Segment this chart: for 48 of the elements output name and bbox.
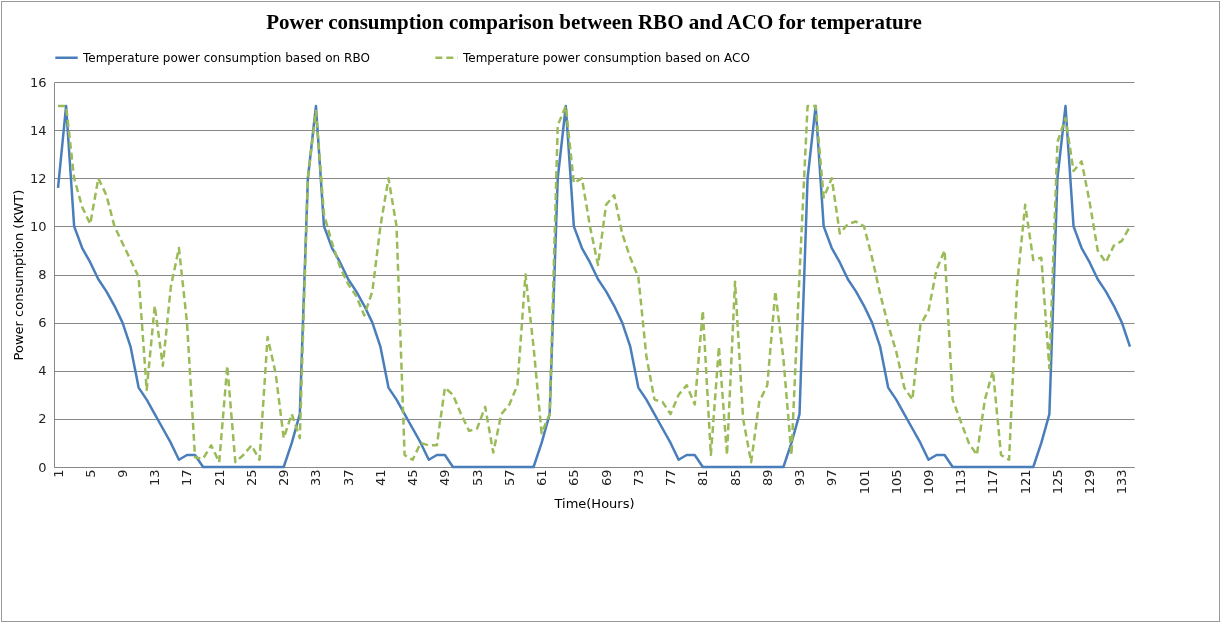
- y-axis-title: Power consumption (KWT): [10, 189, 26, 361]
- y-tick-label: 6: [38, 315, 47, 331]
- x-tick-label: 129: [1082, 469, 1098, 495]
- x-tick-label: 105: [888, 469, 904, 495]
- legend-label: Temperature power consumption based on ACO: [462, 50, 750, 65]
- x-tick-label: 33: [308, 469, 324, 487]
- y-tick-label: 14: [29, 122, 47, 138]
- x-tick-label: 17: [179, 469, 195, 487]
- x-tick-label: 133: [1114, 469, 1130, 495]
- y-tick-label: 2: [38, 411, 47, 427]
- x-tick-label: 37: [340, 469, 356, 487]
- x-tick-label: 77: [663, 469, 679, 487]
- y-tick-label: 8: [38, 267, 47, 282]
- x-tick-label: 9: [115, 469, 131, 478]
- x-tick-label: 73: [630, 469, 646, 487]
- x-tick-label: 41: [372, 469, 388, 487]
- x-tick-label: 101: [856, 469, 872, 495]
- x-tick-label: 45: [405, 469, 421, 487]
- x-tick-label: 85: [727, 469, 743, 487]
- x-tick-label: 97: [824, 469, 840, 487]
- x-tick-label: 113: [953, 469, 969, 495]
- x-tick-label: 93: [792, 469, 808, 487]
- x-tick-label: 61: [534, 469, 550, 487]
- x-axis-title: Time(Hours): [553, 496, 635, 512]
- x-tick-label: 49: [437, 469, 453, 487]
- legend-label: Temperature power consumption based on RBO: [82, 50, 370, 65]
- x-tick-label: 1: [50, 469, 66, 478]
- x-tick-label: 5: [82, 469, 98, 478]
- y-tick-label: 0: [38, 459, 47, 475]
- x-tick-label: 25: [243, 469, 259, 487]
- x-tick-label: 117: [985, 469, 1001, 495]
- x-tick-label: 125: [1049, 469, 1065, 495]
- y-tick-label: 4: [38, 363, 47, 379]
- x-tick-label: 81: [695, 469, 711, 487]
- x-tick-label: 21: [211, 469, 227, 487]
- x-tick-label: 13: [147, 469, 163, 487]
- chart-title: Power consumption comparison between RBO and ACO for temperature: [266, 10, 922, 34]
- x-tick-label: 69: [598, 469, 614, 487]
- x-tick-label: 57: [501, 469, 517, 487]
- x-tick-label: 109: [920, 469, 936, 495]
- x-tick-label: 29: [276, 469, 292, 487]
- x-tick-label: 65: [566, 469, 582, 487]
- x-tick-label: 89: [759, 469, 775, 487]
- x-tick-label: 121: [1017, 469, 1033, 495]
- y-tick-label: 10: [29, 218, 47, 234]
- y-tick-label: 16: [29, 74, 47, 90]
- x-tick-label: 53: [469, 469, 485, 487]
- y-tick-label: 12: [29, 170, 47, 186]
